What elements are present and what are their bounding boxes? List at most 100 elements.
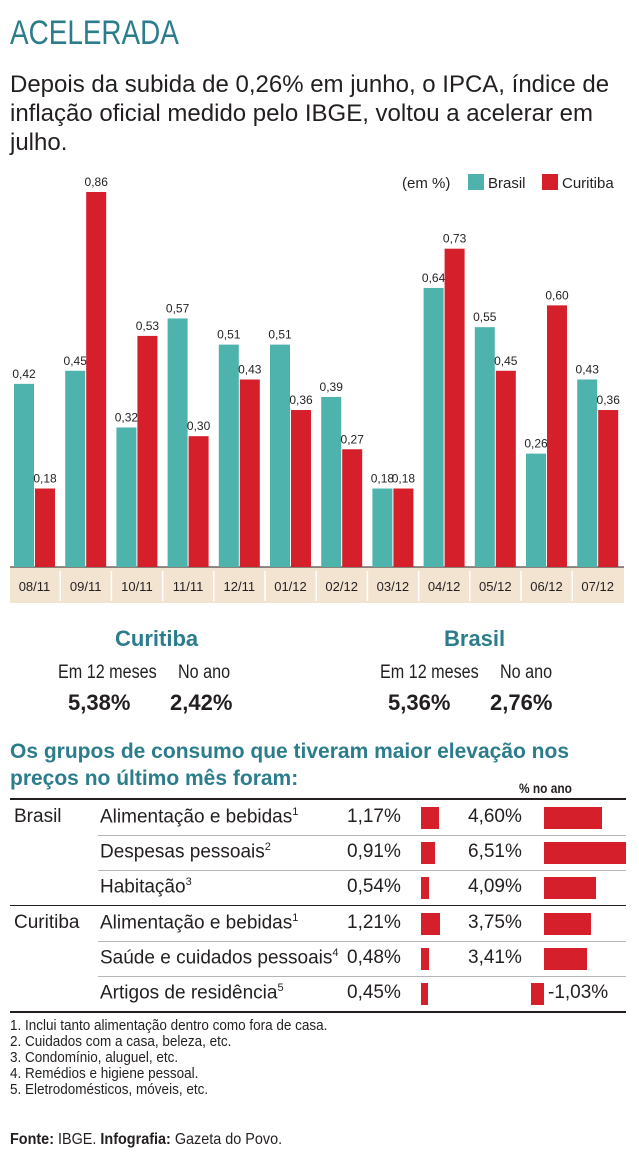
- groups-table-row: Despesas pessoais2 0,91% 6,51%: [10, 835, 626, 870]
- groups-table-row: Curitiba Alimentação e bebidas1 1,21% 3,75%: [10, 905, 626, 941]
- groups-table-row: Brasil Alimentação e bebidas1 1,17% 4,60%: [10, 800, 626, 835]
- row-item-label: Artigos de residência: [100, 982, 278, 1004]
- row-item-label: Habitação: [100, 876, 186, 898]
- data-label-brasil: 0,64: [422, 271, 446, 285]
- row-item-label: Alimentação e bebidas: [100, 806, 293, 828]
- bar-curitiba-01-12: [291, 410, 311, 567]
- row-item-note: 3: [185, 876, 192, 888]
- source-fonte-label: Fonte:: [10, 1131, 54, 1148]
- row-item-note: 1: [292, 806, 299, 818]
- bar-brasil-03-12: [372, 488, 393, 567]
- x-tick-label: 04/12: [428, 579, 461, 594]
- data-label-curitiba: 0,73: [443, 232, 467, 246]
- row-month-value: 1,17%: [347, 806, 401, 827]
- unit-label: (em %): [402, 175, 450, 192]
- data-label-brasil: 0,26: [524, 437, 548, 451]
- bar-curitiba-08-11: [35, 488, 55, 567]
- x-tick-label: 03/12: [377, 579, 410, 594]
- data-label-brasil: 0,18: [371, 472, 395, 486]
- bar-brasil-08-11: [14, 383, 34, 567]
- footnote: 5. Eletrodomésticos, móveis, etc.: [10, 1081, 209, 1098]
- chart-subtitle: Depois da subida de 0,26% em junho, o IP…: [10, 71, 610, 156]
- row-item: Alimentação e bebidas1: [100, 912, 298, 934]
- x-tick-label: 05/12: [479, 579, 512, 594]
- row-year-value: 4,09%: [468, 876, 522, 897]
- row-year-value: 3,41%: [468, 947, 522, 968]
- bar-curitiba-02-12: [342, 449, 363, 567]
- row-item-label: Despesas pessoais: [100, 841, 265, 863]
- data-label-brasil: 0,43: [576, 363, 600, 377]
- row-item: Alimentação e bebidas1: [100, 806, 298, 828]
- pct-year-header: % no ano: [519, 780, 572, 796]
- bar-curitiba-10-11: [137, 335, 158, 567]
- bar-curitiba-03-12: [393, 488, 414, 567]
- bar-brasil-10-11: [116, 427, 137, 567]
- data-label-curitiba: 0,53: [136, 319, 160, 333]
- footnote: 1. Inclui tanto alimentação dentro como …: [10, 1017, 328, 1034]
- bar-curitiba-05-12: [495, 370, 516, 567]
- source-line: Fonte: IBGE. Infografia: Gazeta do Povo.: [10, 1131, 282, 1149]
- row-month-value: 0,45%: [347, 982, 401, 1003]
- bar-curitiba-04-12: [444, 248, 465, 567]
- footnote: 2. Cuidados com a casa, beleza, etc.: [10, 1033, 232, 1050]
- bar-curitiba-11-11: [188, 436, 209, 567]
- bar-curitiba-09-11: [86, 192, 107, 567]
- row-divider: [98, 976, 626, 977]
- data-label-curitiba: 0,60: [545, 288, 569, 302]
- row-year-bar: [531, 983, 544, 1005]
- row-year-bar: [544, 877, 596, 899]
- row-year-value: 4,60%: [468, 806, 522, 827]
- row-year-bar: [544, 948, 587, 970]
- footnote: 3. Condomínio, aluguel, etc.: [10, 1049, 179, 1066]
- legend-swatch-curitiba: [542, 174, 558, 190]
- groups-table-row: Saúde e cuidados pessoais4 0,48% 3,41%: [10, 941, 626, 976]
- bar-brasil-01-12: [270, 344, 290, 567]
- data-label-brasil: 0,57: [166, 301, 190, 315]
- bar-brasil-02-12: [321, 396, 342, 567]
- summary-curitiba-ano-value: 2,42%: [170, 690, 233, 715]
- summary-brasil-ano-label: No ano: [500, 662, 553, 683]
- row-year-value: -1,03%: [548, 982, 609, 1003]
- monthly-ipca-bar-chart: 0,42 0,18 08/11 0,45 0,86 09/11 0,32 0,53 10/11 0…: [10, 174, 624, 603]
- row-month-bar: [421, 807, 439, 829]
- row-item-label: Alimentação e bebidas: [100, 912, 293, 934]
- summary-brasil-ano-value: 2,76%: [490, 690, 553, 715]
- source-info-label: Infografia:: [100, 1131, 171, 1148]
- row-month-bar: [421, 983, 428, 1005]
- data-label-curitiba: 0,36: [597, 393, 621, 407]
- groups-table-row: Habitação3 0,54% 4,09%: [10, 870, 626, 905]
- row-divider: [98, 835, 626, 836]
- row-item: Artigos de residência5: [100, 982, 284, 1004]
- data-label-curitiba: 0,86: [85, 175, 109, 189]
- source-info: Gazeta do Povo.: [174, 1131, 283, 1148]
- x-tick-label: 08/11: [19, 579, 51, 594]
- groups-table-row: Artigos de residência5 0,45% -1,03%: [10, 976, 626, 1011]
- data-label-brasil: 0,45: [64, 354, 88, 368]
- x-tick-label: 12/11: [224, 579, 256, 594]
- data-label-curitiba: 0,43: [238, 363, 262, 377]
- source-fonte: IBGE.: [57, 1131, 97, 1148]
- bar-curitiba-06-12: [547, 305, 567, 567]
- row-item-note: 5: [277, 982, 284, 994]
- summary-curitiba-12m-value: 5,38%: [68, 690, 131, 715]
- row-month-value: 1,21%: [347, 912, 401, 933]
- footnotes: 1. Inclui tanto alimentação dentro como …: [10, 1018, 363, 1098]
- bar-brasil-06-12: [526, 453, 546, 567]
- row-year-bar: [544, 842, 626, 864]
- bar-brasil-04-12: [423, 287, 444, 567]
- groups-table: Brasil Alimentação e bebidas1 1,17% 4,60% De…: [10, 798, 626, 1013]
- row-item-note: 1: [292, 912, 299, 924]
- bar-brasil-07-12: [577, 379, 598, 567]
- data-label-curitiba: 0,27: [341, 432, 365, 446]
- summary-brasil-12m-label: Em 12 meses: [380, 662, 479, 683]
- row-item: Saúde e cuidados pessoais4: [100, 947, 339, 969]
- row-year-bar: [544, 807, 602, 829]
- row-region: Brasil: [14, 806, 62, 827]
- summary-curitiba-12m-label: Em 12 meses: [58, 662, 157, 683]
- summary-curitiba-ano-label: No ano: [178, 662, 231, 683]
- data-label-brasil: 0,42: [12, 367, 36, 381]
- row-month-value: 0,91%: [347, 841, 401, 862]
- row-month-bar: [421, 877, 429, 899]
- data-label-curitiba: 0,45: [494, 354, 518, 368]
- row-year-value: 6,51%: [468, 841, 522, 862]
